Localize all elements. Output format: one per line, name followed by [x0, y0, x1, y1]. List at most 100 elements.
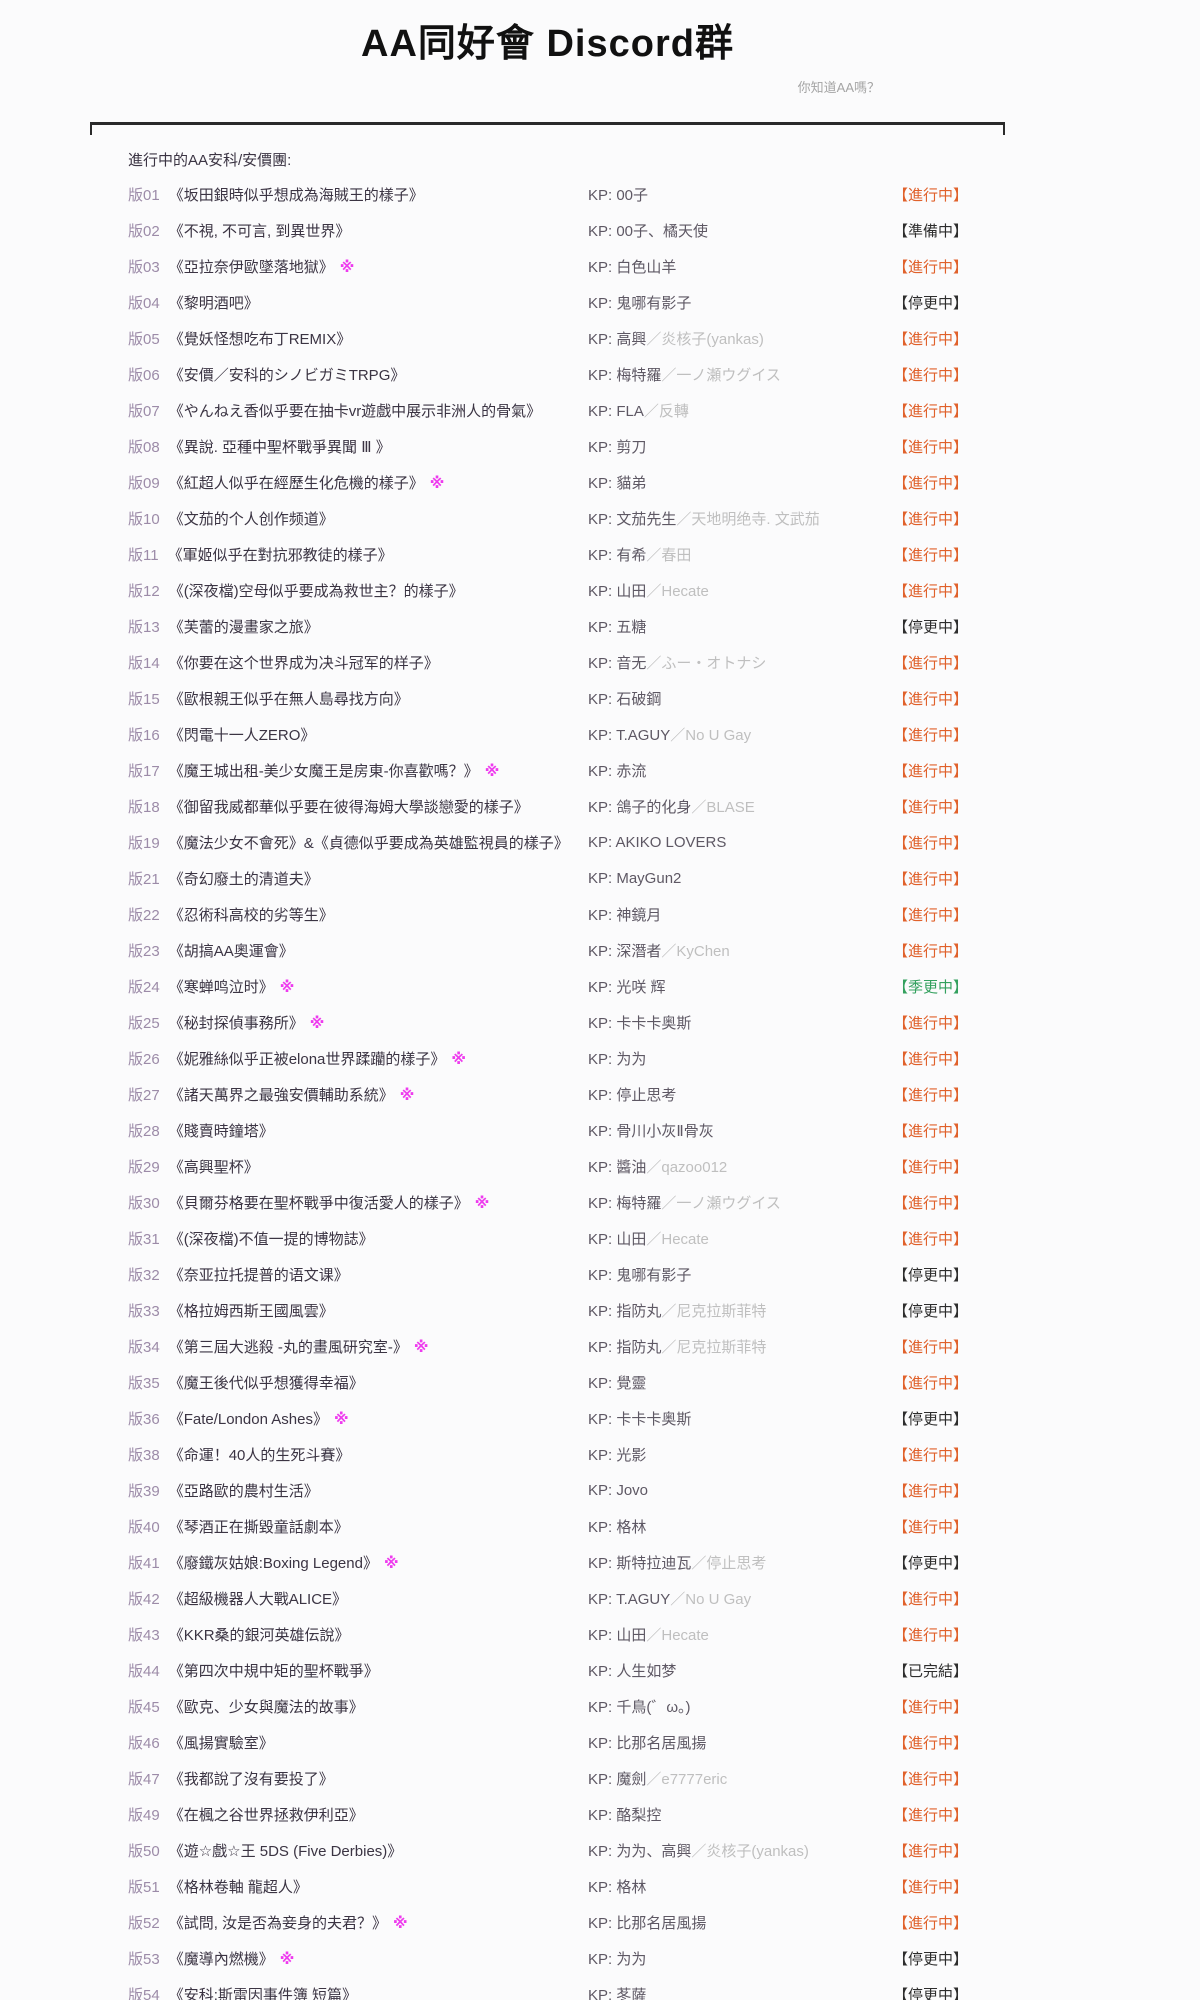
thread-title: 《安價／安科的シノビガミTRPG》: [168, 367, 406, 385]
kp-cell: KP: 剪刀: [588, 436, 893, 457]
thread-title: 《奈亚拉托提普的语文课》: [168, 1267, 349, 1285]
update-flag-mark: ※: [484, 763, 500, 781]
table-row: 版27 《諸天萬界之最強安價輔助系統》 ※ KP: 停止思考 【進行中】: [90, 1077, 1005, 1113]
thread-link[interactable]: 版17 《魔王城出租-美少女魔王是房東-你喜歡嗎？》 ※: [128, 763, 499, 780]
thread-number: 版44: [128, 1663, 160, 1681]
thread-link[interactable]: 版38 《命運！40人的生死斗賽》: [128, 1447, 350, 1464]
thread-link[interactable]: 版25 《秘封探偵事務所》 ※: [128, 1015, 324, 1032]
table-row: 版01 《坂田銀時似乎想成為海賊王的樣子》 KP: 00子 【進行中】: [90, 177, 1005, 213]
thread-link[interactable]: 版34 《第三屆大逃殺 -丸的畫風研究室-》 ※: [128, 1339, 428, 1356]
kp-name: KP: 格林: [588, 1879, 647, 1897]
thread-link[interactable]: 版19 《魔法少女不會死》&《貞德似乎要成為英雄監視員的樣子》: [128, 835, 569, 852]
thread-link[interactable]: 版06 《安價／安科的シノビガミTRPG》: [128, 367, 405, 384]
table-row: 版16 《閃電十一人ZERO》 KP: T.AGUY／No U Gay 【進行中】: [90, 717, 1005, 753]
kp-name: KP: 酪梨控: [588, 1807, 662, 1825]
thread-link[interactable]: 版18 《御留我威都華似乎要在彼得海姆大學談戀愛的樣子》: [128, 799, 529, 816]
kp-cell: KP: 五糖: [588, 616, 893, 637]
thread-link[interactable]: 版53 《魔導內燃機》 ※: [128, 1951, 294, 1968]
thread-link[interactable]: 版32 《奈亚拉托提普的语文课》: [128, 1267, 349, 1284]
thread-number: 版25: [128, 1015, 160, 1033]
thread-link[interactable]: 版08 《異說. 亞種中聖杯戰爭異聞 Ⅲ 》: [128, 439, 391, 456]
thread-title: 《(深夜檔)不值一提的博物誌》: [168, 1231, 374, 1249]
kp-cell: KP: FLA／反轉: [588, 400, 893, 421]
thread-link[interactable]: 版07 《やんねえ香似乎要在抽卡vr遊戲中展示非洲人的骨氣》: [128, 403, 541, 420]
kp-alt-name: ／一ノ瀬ウグイス: [661, 1195, 781, 1213]
table-row: 版26 《妮雅絲似乎正被elona世界蹂躪的樣子》 ※ KP: 为为 【進行中】: [90, 1041, 1005, 1077]
thread-title: 《琴酒正在撕毀童話劇本》: [168, 1519, 349, 1537]
kp-alt-name: ／ふー・オトナシ: [646, 655, 767, 673]
thread-title-cell: 版21 《奇幻廢土的清道夫》: [128, 868, 588, 889]
status-badge: 【進行中】: [893, 367, 969, 385]
thread-title-cell: 版09 《紅超人似乎在經歷生化危機的樣子》 ※: [128, 472, 588, 493]
thread-link[interactable]: 版39 《亞路歐的農村生活》: [128, 1483, 319, 1500]
thread-link[interactable]: 版01 《坂田銀時似乎想成為海賊王的樣子》: [128, 187, 424, 204]
thread-link[interactable]: 版15 《歐根親王似乎在無人島尋找方向》: [128, 691, 409, 708]
thread-link[interactable]: 版04 《黎明酒吧》: [128, 295, 259, 312]
thread-link[interactable]: 版30 《貝爾芬格要在聖杯戰爭中復活愛人的樣子》 ※: [128, 1195, 489, 1212]
thread-link[interactable]: 版26 《妮雅絲似乎正被elona世界蹂躪的樣子》 ※: [128, 1051, 466, 1068]
kp-cell: KP: 斯特拉迪瓦／停止思考: [588, 1552, 893, 1573]
thread-title: 《貝爾芬格要在聖杯戰爭中復活愛人的樣子》: [168, 1195, 469, 1213]
thread-link[interactable]: 版09 《紅超人似乎在經歷生化危機的樣子》 ※: [128, 475, 444, 492]
table-row: 版49 《在楓之谷世界拯救伊利亞》 KP: 酪梨控 【進行中】: [90, 1797, 1005, 1833]
thread-link[interactable]: 版33 《格拉姆西斯王國風雲》: [128, 1303, 334, 1320]
thread-link[interactable]: 版46 《風揚實驗室》: [128, 1735, 274, 1752]
thread-link[interactable]: 版12 《(深夜檔)空母似乎要成為救世主？的樣子》: [128, 583, 464, 600]
update-flag-mark: ※: [333, 1411, 349, 1429]
status-badge: 【停更中】: [893, 619, 969, 637]
status-badge: 【進行中】: [893, 1591, 969, 1609]
thread-link[interactable]: 版49 《在楓之谷世界拯救伊利亞》: [128, 1807, 364, 1824]
table-row: 版09 《紅超人似乎在經歷生化危機的樣子》 ※ KP: 貓弟 【進行中】: [90, 465, 1005, 501]
table-row: 版54 《安科:斯雷因事件簿 短篇》 KP: 苳薩 【停更中】: [90, 1977, 1005, 2000]
kp-name: KP: 音无: [588, 655, 647, 673]
status-badge: 【停更中】: [893, 1555, 969, 1573]
thread-link[interactable]: 版31 《(深夜檔)不值一提的博物誌》: [128, 1231, 374, 1248]
thread-link[interactable]: 版23 《胡搞AA奧運會》: [128, 943, 294, 960]
kp-name: KP: 梅特羅: [588, 1195, 662, 1213]
thread-link[interactable]: 版40 《琴酒正在撕毀童話劇本》: [128, 1519, 349, 1536]
thread-link[interactable]: 版44 《第四次中規中矩的聖杯戰爭》: [128, 1663, 379, 1680]
status-badge: 【進行中】: [893, 1915, 969, 1933]
thread-number: 版11: [128, 547, 159, 565]
status-badge: 【進行中】: [893, 1015, 969, 1033]
thread-link[interactable]: 版47 《我都說了沒有要投了》: [128, 1771, 334, 1788]
thread-link[interactable]: 版45 《歐克、少女與魔法的故事》: [128, 1699, 364, 1716]
thread-link[interactable]: 版27 《諸天萬界之最強安價輔助系統》 ※: [128, 1087, 414, 1104]
status-badge: 【停更中】: [893, 1267, 969, 1285]
thread-link[interactable]: 版02 《不視, 不可言, 到異世界》: [128, 223, 350, 240]
thread-link[interactable]: 版50 《遊☆戲☆王 5DS (Five Derbies)》: [128, 1843, 402, 1860]
kp-cell: KP: 人生如梦: [588, 1660, 893, 1681]
table-row: 版44 《第四次中規中矩的聖杯戰爭》 KP: 人生如梦 【已完結】: [90, 1653, 1005, 1689]
thread-link[interactable]: 版03 《亞拉奈伊歐墜落地獄》 ※: [128, 259, 354, 276]
thread-link[interactable]: 版24 《寒蝉鸣泣时》 ※: [128, 979, 294, 996]
thread-link[interactable]: 版11 《軍姬似乎在對抗邪教徒的樣子》: [128, 547, 393, 564]
table-row: 版28 《賤賣時鐘塔》 KP: 骨川小灰Ⅱ骨灰 【進行中】: [90, 1113, 1005, 1149]
thread-link[interactable]: 版28 《賤賣時鐘塔》: [128, 1123, 274, 1140]
thread-link[interactable]: 版22 《忍術科高校的劣等生》: [128, 907, 334, 924]
kp-name: KP: 鬼哪有影子: [588, 295, 692, 313]
thread-title-cell: 版24 《寒蝉鸣泣时》 ※: [128, 976, 588, 997]
thread-link[interactable]: 版13 《芙蕾的漫畫家之旅》: [128, 619, 319, 636]
thread-link[interactable]: 版35 《魔王後代似乎想獲得幸福》: [128, 1375, 364, 1392]
thread-link[interactable]: 版10 《文茄的个人创作频道》: [128, 511, 334, 528]
thread-link[interactable]: 版29 《高興聖杯》: [128, 1159, 259, 1176]
thread-title-cell: 版41 《廢鐵灰姑娘:Boxing Legend》 ※: [128, 1552, 588, 1573]
thread-link[interactable]: 版54 《安科:斯雷因事件簿 短篇》: [128, 1987, 357, 2000]
thread-link[interactable]: 版16 《閃電十一人ZERO》: [128, 727, 315, 744]
thread-link[interactable]: 版51 《格林卷軸 龍超人》: [128, 1879, 308, 1896]
thread-link[interactable]: 版21 《奇幻廢土的清道夫》: [128, 871, 319, 888]
subtitle-link[interactable]: 你知道AA嗎？: [797, 79, 880, 95]
thread-link[interactable]: 版52 《試問, 汝是否為妾身的夫君？》 ※: [128, 1915, 408, 1932]
thread-link[interactable]: 版43 《KKR桑的銀河英雄伝說》: [128, 1627, 350, 1644]
thread-link[interactable]: 版42 《超級機器人大戰ALICE》: [128, 1591, 347, 1608]
thread-title-cell: 版36 《Fate/London Ashes》 ※: [128, 1408, 588, 1429]
thread-link[interactable]: 版41 《廢鐵灰姑娘:Boxing Legend》 ※: [128, 1555, 399, 1572]
thread-link[interactable]: 版14 《你要在这个世界成为决斗冠军的样子》: [128, 655, 439, 672]
thread-link[interactable]: 版36 《Fate/London Ashes》 ※: [128, 1411, 349, 1428]
status-badge: 【進行中】: [893, 1051, 969, 1069]
thread-link[interactable]: 版05 《覺妖怪想吃布丁REMIX》: [128, 331, 351, 348]
kp-name: KP: 鴿子的化身: [588, 799, 692, 817]
kp-name: KP: 停止思考: [588, 1087, 677, 1105]
thread-number: 版52: [128, 1915, 160, 1933]
